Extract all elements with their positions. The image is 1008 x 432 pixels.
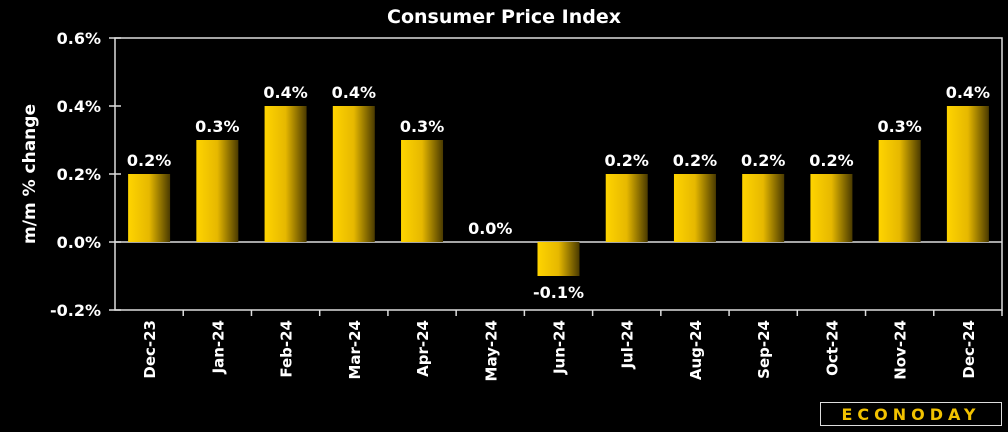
bar-jun-24 [537,242,580,276]
data-label: 0.3% [400,117,444,136]
data-label: 0.2% [673,151,717,170]
data-label: 0.2% [127,151,171,170]
x-tick-label: Sep-24 [755,320,773,379]
data-label: 0.2% [605,151,649,170]
data-label: 0.4% [332,83,376,102]
bar-nov-24 [878,140,921,242]
data-label: 0.2% [809,151,853,170]
y-tick-label: 0.6% [57,29,101,48]
data-label: -0.1% [533,283,584,302]
y-tick-label: -0.2% [50,301,101,320]
x-tick-label: Jun-24 [551,320,569,375]
data-label: 0.2% [741,151,785,170]
bar-jul-24 [605,174,648,242]
y-tick-label: 0.4% [57,97,101,116]
bar-feb-24 [264,106,307,242]
data-label: 0.3% [195,117,239,136]
bar-oct-24 [810,174,853,242]
x-tick-label: Nov-24 [892,320,910,380]
x-tick-label: Apr-24 [414,320,432,377]
x-tick-label: Dec-24 [960,320,978,379]
x-tick-label: May-24 [482,320,500,381]
bar-sep-24 [742,174,785,242]
bar-dec-23 [128,174,171,242]
data-label: 0.0% [468,219,512,238]
bar-jan-24 [196,140,239,242]
y-tick-label: 0.2% [57,165,101,184]
data-label: 0.4% [263,83,307,102]
econoday-logo: ECONODAY [820,402,1002,426]
bar-mar-24 [332,106,375,242]
x-tick-label: Jan-24 [209,320,227,374]
data-label: 0.4% [946,83,990,102]
data-label: 0.3% [877,117,921,136]
y-tick-label: 0.0% [57,233,101,252]
x-tick-label: Mar-24 [346,320,364,380]
x-tick-label: Oct-24 [823,320,841,376]
x-tick-label: Feb-24 [278,320,296,378]
x-tick-label: Dec-23 [141,320,159,379]
x-tick-label: Aug-24 [687,320,705,380]
bar-apr-24 [401,140,444,242]
x-tick-label: Jul-24 [619,320,637,370]
bar-dec-24 [946,106,989,242]
chart-title: Consumer Price Index [387,6,621,28]
bar-aug-24 [673,174,716,242]
